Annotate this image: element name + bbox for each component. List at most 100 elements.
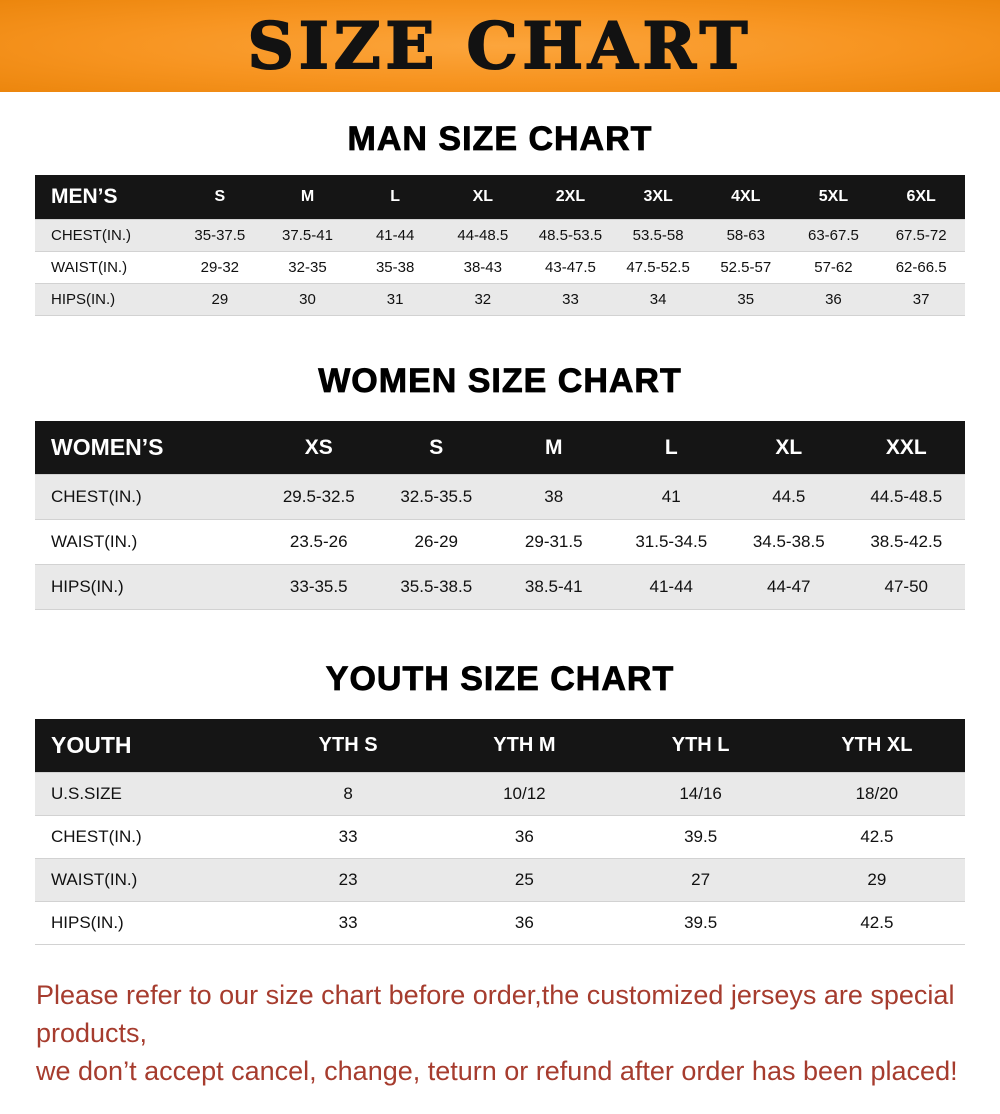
value-cell: 30 <box>299 291 316 308</box>
value-cell: 58-63 <box>726 227 765 244</box>
value-cell: 36 <box>514 913 534 932</box>
size-header-cell: M <box>495 421 613 475</box>
value-cell: 35-38 <box>375 259 415 276</box>
value-cell: 44-48.5 <box>457 227 509 244</box>
size-header-cell: XXL <box>847 421 965 475</box>
value-cell: 26-29 <box>414 532 458 551</box>
size-header-cell: S <box>377 421 495 475</box>
value-cell: 52.5-57 <box>720 259 772 276</box>
size-header-cell: 2XL <box>526 175 615 220</box>
footer-line-1: Please refer to our size chart before or… <box>36 980 955 1048</box>
value-cell: 53.5-58 <box>632 227 684 244</box>
size-header-cell: L <box>351 175 439 220</box>
value-cell: 33 <box>562 291 579 308</box>
size-header-cell: 6XL <box>877 175 965 220</box>
value-cell: 47.5-52.5 <box>626 259 690 276</box>
value-cell: 38.5-41 <box>524 577 583 596</box>
footer-note: Please refer to our size chart before or… <box>0 977 1000 1114</box>
table-row: WAIST(IN.) 23 25 27 29 <box>35 858 965 902</box>
women-size-title: WOMEN SIZE CHART <box>318 362 682 401</box>
value-cell: 33 <box>338 827 358 846</box>
row-label-cell: HIPS(IN.) <box>51 913 124 932</box>
value-cell: 36 <box>825 291 842 308</box>
row-label-cell: WAIST(IN.) <box>51 870 138 889</box>
table-row: CHEST(IN.) 33 36 39.5 42.5 <box>35 815 965 859</box>
value-cell: 29 <box>867 870 887 889</box>
table-row: WAIST(IN.) 23.5-26 26-29 29-31.5 31.5-34.5 34… <box>35 519 965 565</box>
value-cell: 48.5-53.5 <box>538 227 603 244</box>
row-label-cell: HIPS(IN.) <box>51 577 124 596</box>
value-cell: 34.5-38.5 <box>752 532 825 551</box>
table-row: U.S.SIZE 8 10/12 14/16 18/20 <box>35 772 965 816</box>
value-cell: 43-47.5 <box>545 259 596 276</box>
table-row: HIPS(IN.) 33 36 39.5 42.5 <box>35 901 965 945</box>
value-cell: 41-44 <box>375 227 415 244</box>
size-header-cell: S <box>176 175 264 220</box>
table-row: HIPS(IN.) 33-35.5 35.5-38.5 38.5-41 41-44 44-… <box>35 564 965 610</box>
value-cell: 39.5 <box>684 913 718 932</box>
row-label-cell: WAIST(IN.) <box>51 259 128 276</box>
value-cell: 35.5-38.5 <box>400 577 473 596</box>
value-cell: 23 <box>338 870 358 889</box>
value-cell: 32 <box>474 291 492 308</box>
row-label-cell: CHEST(IN.) <box>51 487 142 506</box>
value-cell: 38 <box>544 487 564 506</box>
value-cell: 31 <box>386 291 404 308</box>
size-header-cell: 5XL <box>789 175 878 220</box>
value-cell: 29.5-32.5 <box>282 487 355 506</box>
value-cell: 14/16 <box>679 784 722 803</box>
value-cell: 27 <box>691 870 711 889</box>
table-row: HIPS(IN.) 29 30 31 32 33 34 35 36 37 <box>35 283 965 316</box>
value-cell: 44.5 <box>772 487 806 506</box>
womens-size-table: WOMEN’S XS S M L XL XXL CHEST(IN.) 29.5-32.5 32.5… <box>35 421 965 610</box>
value-cell: 18/20 <box>855 784 899 803</box>
value-cell: 33 <box>338 913 358 932</box>
size-header-cell: YTH S <box>260 719 437 773</box>
value-cell: 34 <box>649 291 667 308</box>
size-header-cell: YTH M <box>436 719 613 773</box>
value-cell: 29-31.5 <box>524 532 583 551</box>
table-header-row: WOMEN’S XS S M L XL XXL <box>35 421 965 475</box>
value-cell: 38.5-42.5 <box>870 532 943 551</box>
size-header-cell: L <box>612 421 730 475</box>
value-cell: 38-43 <box>463 259 502 276</box>
size-header-cell: M <box>263 175 352 220</box>
youth-size-table: YOUTH YTH S YTH M YTH L YTH XL U.S.SIZE 8 10/12… <box>35 719 965 945</box>
value-cell: 29-32 <box>200 259 240 276</box>
value-cell: 36 <box>514 827 534 846</box>
value-cell: 47-50 <box>884 577 928 596</box>
value-cell: 37.5-41 <box>282 227 333 244</box>
value-cell: 32-35 <box>288 259 327 276</box>
value-cell: 8 <box>343 784 353 803</box>
value-cell: 44.5-48.5 <box>870 487 943 506</box>
table-row: CHEST(IN.) 35-37.5 37.5-41 41-44 44-48.5 48.5… <box>35 219 965 252</box>
value-cell: 10/12 <box>503 784 546 803</box>
value-cell: 39.5 <box>684 827 718 846</box>
value-cell: 29 <box>211 291 229 308</box>
value-cell: 44-47 <box>767 577 811 596</box>
value-cell: 37 <box>912 291 930 308</box>
size-header-cell: YTH XL <box>788 719 965 773</box>
man-size-section: MAN SIZE CHART MEN’S S M L XL 2XL 3XL 4XL 5XL 6XL… <box>0 120 1000 316</box>
mens-size-table: MEN’S S M L XL 2XL 3XL 4XL 5XL 6XL CHEST(IN.) 35-37… <box>35 175 965 316</box>
value-cell: 41-44 <box>649 577 693 596</box>
row-label-cell: WAIST(IN.) <box>51 532 138 551</box>
table-header-row: YOUTH YTH S YTH M YTH L YTH XL <box>35 719 965 773</box>
size-header-cell: XL <box>438 175 527 220</box>
row-label-cell: HIPS(IN.) <box>51 291 116 308</box>
table-title-cell: YOUTH <box>35 719 260 773</box>
value-cell: 41 <box>661 487 681 506</box>
row-label-cell: U.S.SIZE <box>51 784 122 803</box>
footer-line-2: we don’t accept cancel, change, teturn o… <box>36 1055 958 1086</box>
size-header-cell: XS <box>260 421 378 475</box>
size-header-cell: 3XL <box>614 175 702 220</box>
value-cell: 25 <box>514 870 534 889</box>
value-cell: 42.5 <box>860 827 894 846</box>
size-header-cell: 4XL <box>701 175 790 220</box>
youth-size-section: YOUTH SIZE CHART YOUTH YTH S YTH M YTH L YTH… <box>0 660 1000 945</box>
value-cell: 35 <box>737 291 755 308</box>
table-header-row: MEN’S S M L XL 2XL 3XL 4XL 5XL 6XL <box>35 175 965 220</box>
man-size-title: MAN SIZE CHART <box>347 120 653 159</box>
value-cell: 57-62 <box>814 259 853 276</box>
